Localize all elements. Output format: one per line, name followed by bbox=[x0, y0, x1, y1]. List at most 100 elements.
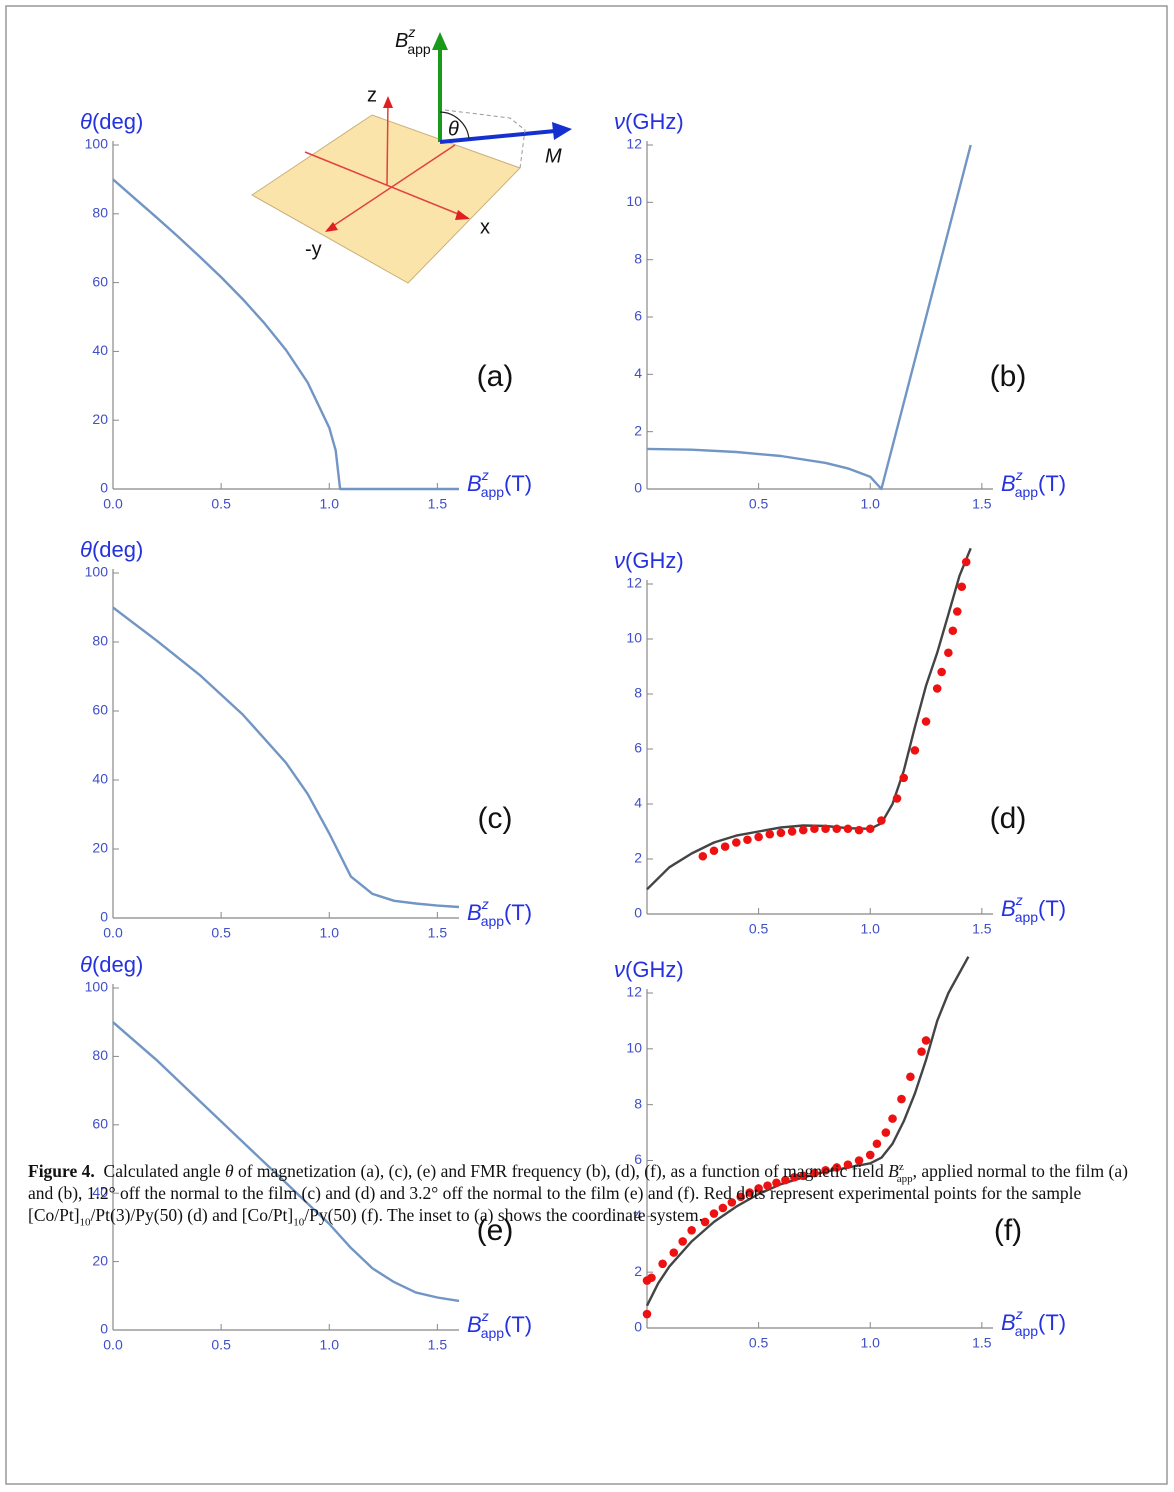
data-point bbox=[957, 582, 967, 592]
x-axis-label: Bz app(T) bbox=[467, 1308, 532, 1341]
y-tick-label: 0 bbox=[100, 1321, 108, 1337]
y-tick-label: 80 bbox=[92, 1047, 108, 1063]
y-tick-label: 80 bbox=[92, 633, 108, 649]
x-label-sub: app bbox=[481, 913, 505, 929]
x-label-symbol: B bbox=[467, 900, 482, 925]
data-point bbox=[698, 851, 708, 861]
arrow-head bbox=[383, 96, 393, 108]
panel-label: (d) bbox=[990, 802, 1027, 835]
panel-label: (a) bbox=[477, 360, 514, 393]
y-tick-label: 2 bbox=[634, 1263, 642, 1279]
data-point bbox=[821, 824, 830, 834]
data-point bbox=[832, 1163, 842, 1172]
x-tick-label: 0.5 bbox=[749, 921, 769, 937]
y-tick-label: 2 bbox=[634, 850, 642, 866]
y-tick-label: 4 bbox=[634, 1207, 642, 1223]
field-label: Bz app bbox=[395, 24, 431, 57]
data-point bbox=[932, 684, 942, 693]
data-point bbox=[658, 1259, 667, 1269]
y-tick-label: 2 bbox=[634, 422, 642, 438]
y-axis-label: θ(deg) bbox=[80, 952, 143, 977]
x-tick-label: 1.0 bbox=[320, 1337, 340, 1353]
x-tick-label: 1.5 bbox=[972, 921, 992, 937]
data-point bbox=[910, 746, 920, 755]
y-label-symbol: θ bbox=[80, 109, 92, 134]
y-tick-label: 80 bbox=[92, 205, 108, 221]
data-point bbox=[678, 1237, 688, 1246]
x-label-unit: (T) bbox=[504, 471, 532, 496]
data-point bbox=[781, 1175, 790, 1185]
x-label-symbol: B bbox=[467, 1312, 482, 1337]
data-point bbox=[897, 1094, 906, 1104]
y-axis-label: θ(deg) bbox=[80, 109, 143, 134]
arrow-head bbox=[325, 222, 338, 232]
y-axis-label: ν(GHz) bbox=[614, 957, 684, 982]
y-tick-label: 6 bbox=[634, 740, 642, 756]
curve bbox=[646, 547, 972, 891]
data-point bbox=[937, 667, 946, 677]
data-point bbox=[718, 1203, 728, 1213]
y-tick-label: 60 bbox=[92, 273, 108, 289]
caption-text: z bbox=[898, 1161, 904, 1174]
data-point bbox=[854, 825, 864, 835]
y-tick-label: 0 bbox=[100, 909, 108, 925]
y-tick-label: 100 bbox=[85, 979, 109, 995]
data-point bbox=[772, 1178, 781, 1188]
y-axis-label: ν(GHz) bbox=[614, 548, 684, 573]
data-point bbox=[832, 824, 842, 834]
angle-arc bbox=[439, 111, 470, 140]
data-point bbox=[798, 825, 808, 835]
y-axis-label: ν(GHz) bbox=[614, 109, 684, 134]
data-point bbox=[754, 1184, 763, 1193]
data-point bbox=[810, 1168, 819, 1178]
y-axis-line bbox=[326, 144, 456, 231]
y-label-symbol: θ bbox=[80, 952, 92, 977]
data-point bbox=[810, 824, 819, 834]
m-label: M bbox=[545, 145, 562, 167]
data-point bbox=[906, 1072, 915, 1082]
data-point bbox=[881, 1128, 891, 1137]
y-label-symbol: ν bbox=[614, 957, 625, 982]
data-point bbox=[642, 1309, 652, 1319]
x-tick-label: 1.5 bbox=[428, 925, 448, 941]
caption-text: 10 bbox=[293, 1216, 305, 1229]
panel-label: (f) bbox=[994, 1214, 1022, 1247]
data-point bbox=[743, 835, 752, 845]
x-label-symbol: B bbox=[1001, 471, 1016, 496]
caption: Figure 4. Calculated angle θ of magnetiz… bbox=[28, 1160, 1143, 1229]
y-tick-label: 10 bbox=[626, 630, 642, 646]
curve bbox=[645, 956, 970, 1307]
x-label-sub: app bbox=[481, 1325, 505, 1341]
x-label-sup: z bbox=[1015, 467, 1023, 483]
caption-text: Calculated angle bbox=[94, 1161, 225, 1181]
data-point bbox=[865, 824, 875, 834]
label: app bbox=[407, 41, 431, 57]
arrow-head bbox=[552, 122, 572, 140]
y-tick-label: 6 bbox=[634, 1151, 642, 1167]
x-label-unit: (T) bbox=[1038, 896, 1066, 921]
y-tick-label: 100 bbox=[85, 136, 109, 152]
x-tick-label: 0.0 bbox=[103, 925, 123, 941]
data-point bbox=[776, 828, 786, 838]
data-point bbox=[763, 1181, 772, 1190]
curve bbox=[112, 178, 459, 491]
data-point bbox=[700, 1217, 710, 1227]
y-tick-label: 20 bbox=[92, 411, 108, 427]
y-tick-label: 12 bbox=[626, 984, 642, 1000]
y-tick-label: 4 bbox=[634, 365, 642, 381]
data-point bbox=[854, 1156, 864, 1165]
y-axis-label: θ(deg) bbox=[80, 537, 143, 562]
data-point bbox=[917, 1047, 926, 1056]
y-tick-label: 60 bbox=[92, 1116, 108, 1132]
y-tick-label: 6 bbox=[634, 308, 642, 324]
x-label-sub: app bbox=[1015, 484, 1039, 500]
m-arrow bbox=[439, 129, 556, 144]
x-label-unit: (T) bbox=[504, 1312, 532, 1337]
arrow-head bbox=[455, 210, 470, 220]
y-tick-label: 40 bbox=[92, 342, 108, 358]
x-tick-label: 1.5 bbox=[972, 496, 992, 512]
caption-text: θ bbox=[225, 1161, 234, 1181]
y-label-unit: (deg) bbox=[92, 109, 143, 134]
y-tick-label: 40 bbox=[92, 1184, 108, 1200]
x-label-sub: app bbox=[1015, 909, 1039, 925]
